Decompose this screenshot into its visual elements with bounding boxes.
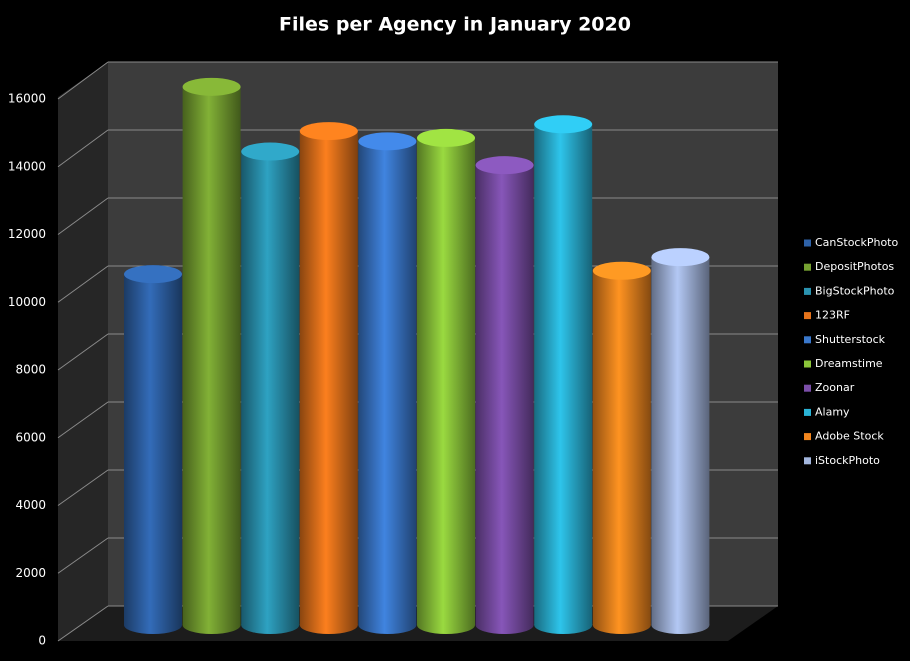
legend-swatch	[804, 384, 811, 392]
legend-swatch	[804, 360, 811, 368]
bar	[299, 131, 358, 625]
y-tick-label: 6000	[15, 430, 46, 444]
cylinder-top	[592, 261, 651, 280]
bar	[592, 270, 651, 625]
bar	[417, 137, 475, 625]
side-grid-line	[57, 537, 109, 574]
side-grid-line	[57, 333, 109, 371]
bar	[182, 86, 241, 625]
legend-swatch	[804, 408, 811, 416]
cylinder-top	[124, 265, 182, 284]
legend-label: BigStockPhoto	[815, 284, 895, 297]
legend-label: 123RF	[815, 309, 850, 322]
side-grid-line	[57, 265, 109, 303]
legend-label: DepositPhotos	[815, 260, 894, 273]
cylinder-top	[182, 77, 241, 96]
cylinder-top	[299, 122, 358, 141]
legend-label: Shutterstock	[815, 333, 886, 346]
legend-swatch	[804, 263, 811, 271]
cylinder-top	[358, 132, 417, 151]
y-tick-label: 10000	[8, 295, 46, 309]
chart-title: Files per Agency in January 2020	[279, 14, 631, 36]
cylinder-top	[534, 115, 593, 134]
y-tick-label: 16000	[8, 92, 46, 106]
cylinder-top	[475, 156, 534, 175]
y-tick-label: 14000	[8, 159, 46, 173]
bar	[358, 141, 417, 625]
legend-label: Alamy	[815, 405, 850, 418]
side-grid-line	[57, 129, 109, 168]
legend-label: iStockPhoto	[815, 454, 880, 467]
y-tick-label: 4000	[15, 498, 46, 512]
legend-swatch	[804, 336, 811, 344]
side-grid-line	[57, 401, 109, 439]
legend-label: CanStockPhoto	[815, 236, 898, 249]
y-tick-label: 2000	[15, 566, 46, 580]
y-tick-label: 12000	[8, 227, 46, 241]
y-tick-label: 0	[38, 634, 46, 648]
side-grid-line	[57, 197, 109, 235]
side-grid-line	[57, 469, 109, 506]
side-grid-line	[57, 605, 109, 642]
bar	[651, 257, 710, 625]
legend-swatch	[804, 312, 811, 320]
cylinder-top	[651, 248, 710, 267]
legend-swatch	[804, 287, 811, 295]
side-grid-line	[57, 61, 109, 100]
legend-label: Dreamstime	[815, 357, 883, 370]
bar	[475, 165, 534, 625]
legend-swatch	[804, 239, 811, 247]
legend-swatch	[804, 457, 811, 465]
bar	[124, 274, 182, 625]
y-tick-label: 8000	[15, 363, 46, 377]
cylinder-top	[417, 128, 475, 147]
legend-label: Zoonar	[815, 381, 855, 394]
cylinder-top	[241, 142, 300, 161]
legend-swatch	[804, 433, 811, 441]
bar	[534, 124, 593, 625]
bar	[241, 151, 300, 625]
legend-label: Adobe Stock	[815, 430, 884, 443]
